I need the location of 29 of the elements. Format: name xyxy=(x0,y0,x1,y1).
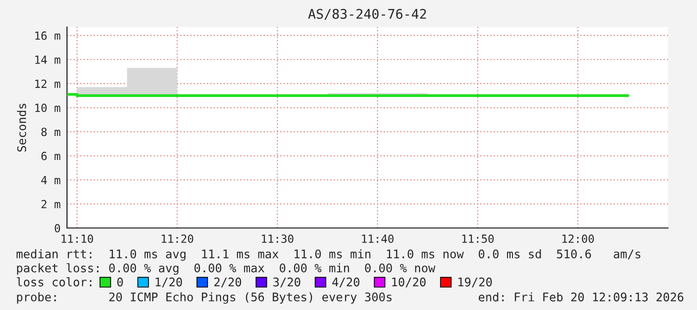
y-tick-label: 2 m xyxy=(42,200,60,208)
y-tick-label: 16 m xyxy=(35,31,60,40)
x-tick-label: 11:20 xyxy=(162,234,194,243)
y-tick-label: 10 m xyxy=(35,104,60,112)
x-tick-label: 11:10 xyxy=(62,234,94,243)
legend-title: loss color: xyxy=(16,277,92,286)
y-tick-label: 6 m xyxy=(41,152,60,160)
y-tick-label: 12 m xyxy=(35,80,60,88)
x-tick-label: 11:30 xyxy=(262,234,294,243)
legend-label: 1/20 xyxy=(156,278,182,288)
chart-title: AS/83-240-76-42 xyxy=(308,8,426,20)
legend-label: 19/20 xyxy=(458,278,492,288)
x-tick-label: 11:40 xyxy=(362,234,394,243)
y-tick-label: 4 m xyxy=(41,176,60,184)
legend-label: 3/20 xyxy=(273,278,300,288)
x-tick-label: 12:00 xyxy=(562,234,594,243)
legend-label: 0 xyxy=(117,278,123,286)
x-tick-label: 11:50 xyxy=(462,234,494,243)
legend-label: 2/20 xyxy=(214,278,242,288)
text: probe: 20 ICMP Echo Pings (56 Bytes) every 300s xyxy=(17,292,392,304)
legend-label: 4/20 xyxy=(332,278,360,288)
text: end: Fri Feb 20 12:09:13 2026 xyxy=(478,292,684,302)
y-tick-label: 14 m xyxy=(35,56,60,64)
y-tick-label: 0 xyxy=(54,224,60,232)
y-axis-title: Seconds xyxy=(17,104,26,152)
text: packet loss: 0.00 % avg 0.00 % max 0.00 % min 0.00 % now xyxy=(17,263,436,275)
legend-label: 10/20 xyxy=(392,278,426,288)
y-tick-label: 8 m xyxy=(41,128,60,136)
text: median rtt: 11.0 ms avg 11.1 ms max 11.0 ms min 11.0 ms now 0.0 ms sd 510.6 am/s xyxy=(16,249,640,261)
